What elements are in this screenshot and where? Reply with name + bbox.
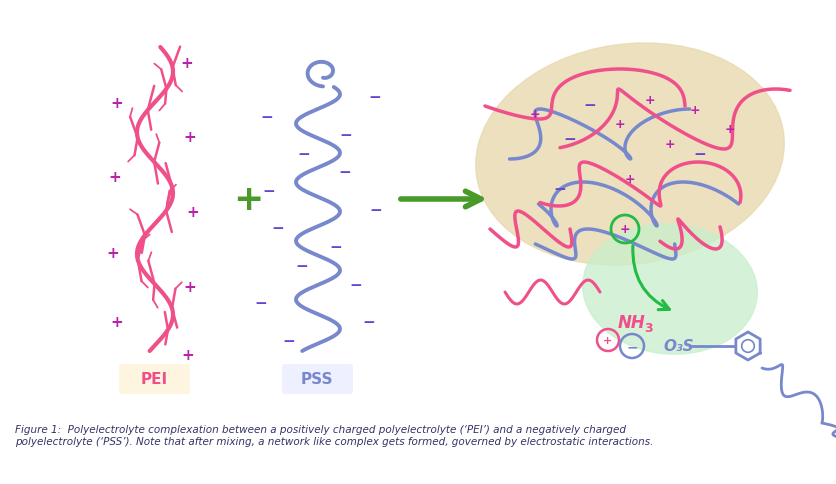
Text: −: − <box>563 132 576 147</box>
Text: −: − <box>260 109 273 124</box>
FancyBboxPatch shape <box>119 364 190 394</box>
Text: +: + <box>184 130 196 145</box>
Text: −: − <box>363 314 375 329</box>
Text: +: + <box>181 55 193 70</box>
Text: 3: 3 <box>644 322 653 335</box>
Text: −: − <box>369 90 381 105</box>
Text: −: − <box>339 128 352 143</box>
Text: +: + <box>186 205 199 220</box>
FancyBboxPatch shape <box>282 364 353 394</box>
Text: +: + <box>604 335 613 345</box>
Text: −: − <box>255 296 268 311</box>
Text: NH: NH <box>618 313 645 332</box>
Text: +: + <box>109 170 121 185</box>
Text: −: − <box>338 165 351 180</box>
Text: +: + <box>690 103 701 116</box>
Text: PSS: PSS <box>301 372 334 387</box>
Text: +: + <box>530 108 540 121</box>
Text: −: − <box>369 202 382 217</box>
Text: −: − <box>626 339 638 353</box>
Text: −: − <box>329 240 342 255</box>
Text: −: − <box>298 146 310 161</box>
Text: +: + <box>181 348 195 363</box>
Ellipse shape <box>583 225 757 354</box>
Text: +: + <box>107 245 120 260</box>
Text: −: − <box>694 147 706 162</box>
Text: Figure 1:  Polyelectrolyte complexation between a positively charged polyelectro: Figure 1: Polyelectrolyte complexation b… <box>15 424 654 446</box>
Text: −: − <box>349 277 362 292</box>
Text: +: + <box>614 118 625 131</box>
Text: +: + <box>645 93 655 106</box>
Text: +: + <box>110 95 124 110</box>
Text: −: − <box>553 182 566 197</box>
Text: +: + <box>725 123 736 136</box>
Text: +: + <box>665 138 675 151</box>
Text: −: − <box>283 333 296 348</box>
Text: +: + <box>184 280 196 295</box>
Ellipse shape <box>476 44 784 266</box>
Text: −: − <box>295 258 308 273</box>
Text: +: + <box>624 173 635 186</box>
Text: −: − <box>272 221 284 236</box>
Text: −: − <box>263 184 275 199</box>
Text: +: + <box>232 182 263 216</box>
Text: +: + <box>619 223 630 236</box>
Text: +: + <box>110 315 124 330</box>
Text: PEI: PEI <box>140 372 167 387</box>
Text: −: − <box>584 97 596 112</box>
Text: O₃S: O₃S <box>663 339 694 354</box>
